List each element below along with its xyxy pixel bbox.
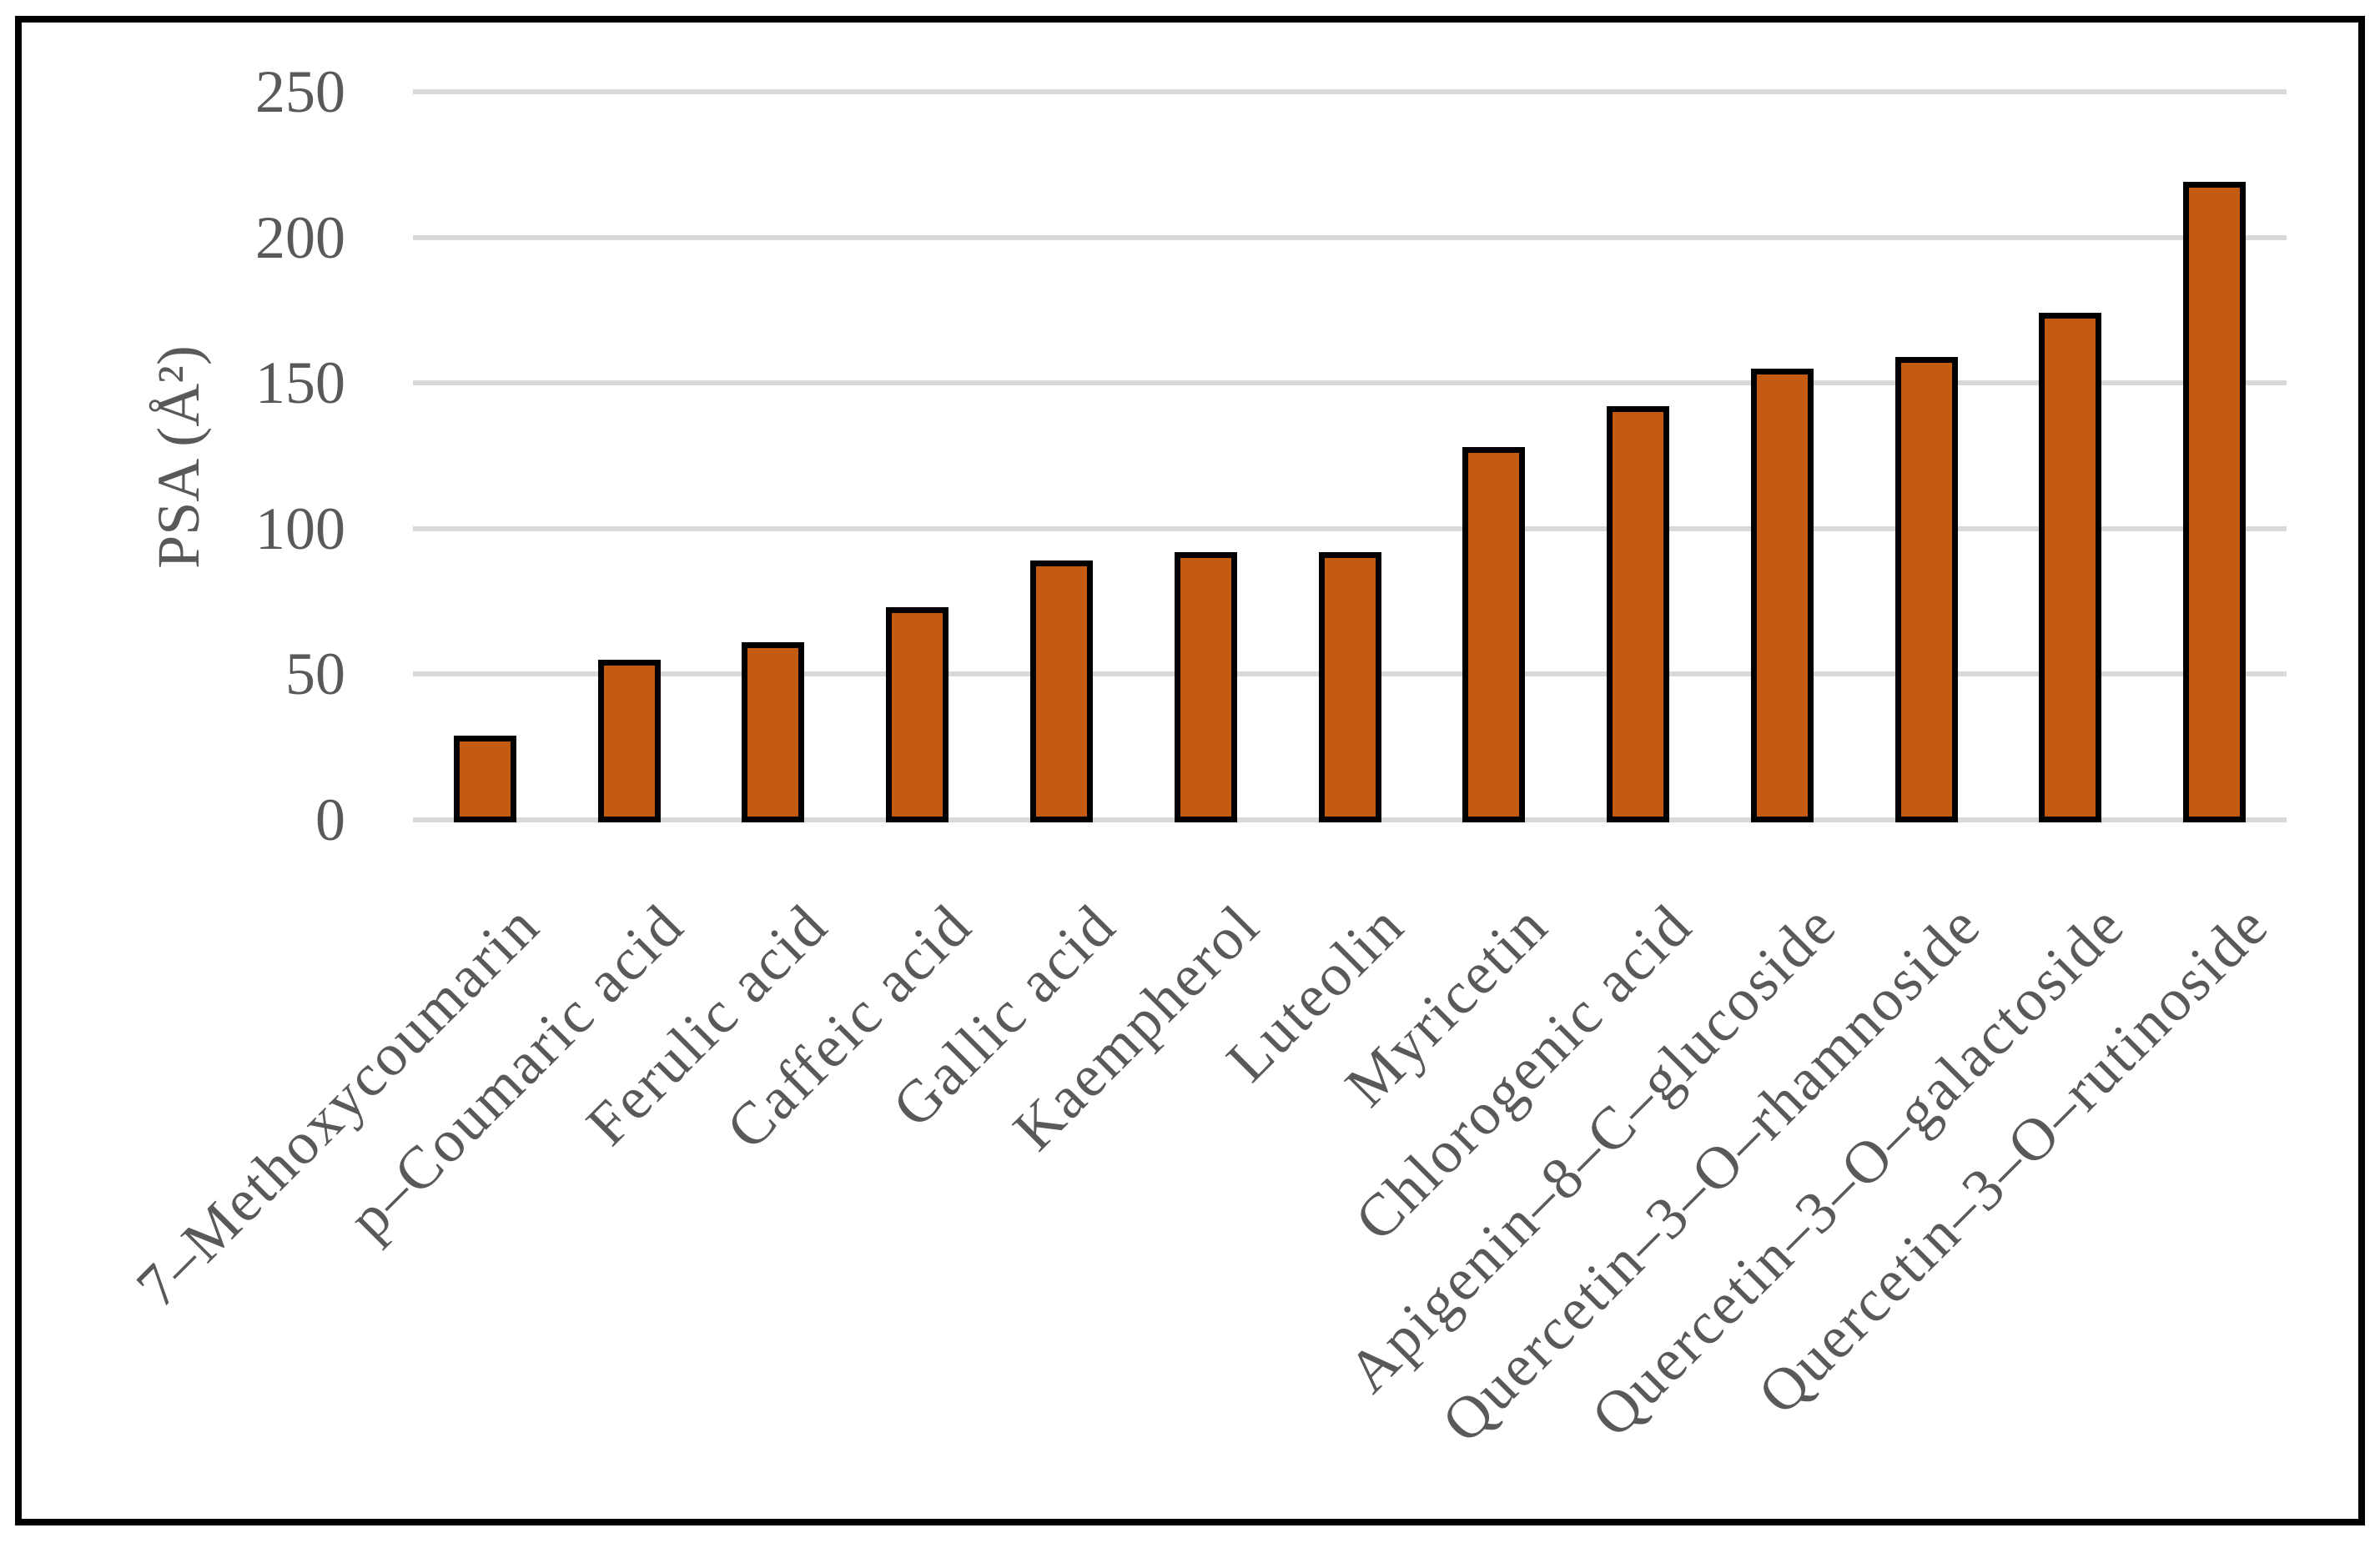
- y-axis-tick-label: 100: [255, 495, 345, 562]
- chart-outer-frame: [15, 16, 2365, 1525]
- bar: [453, 735, 516, 823]
- bar: [742, 641, 805, 823]
- y-axis-tick-label: 250: [255, 58, 345, 125]
- y-axis-title: PSA (Å²): [145, 345, 212, 569]
- gridline: [413, 89, 2287, 94]
- gridline: [413, 525, 2287, 531]
- bar: [1318, 551, 1381, 823]
- y-axis-tick-label: 200: [255, 204, 345, 271]
- y-axis-tick-label: 50: [285, 641, 345, 708]
- bar: [1607, 406, 1670, 823]
- y-axis-tick-label: 0: [315, 787, 345, 853]
- bar: [1029, 560, 1093, 823]
- bar: [597, 659, 661, 823]
- bar: [1894, 356, 1958, 823]
- gridline: [413, 234, 2287, 240]
- bar: [2183, 182, 2247, 823]
- bar: [2039, 313, 2102, 823]
- bar: [886, 607, 949, 823]
- gridline: [413, 380, 2287, 386]
- bar: [1462, 447, 1526, 823]
- bar: [1750, 368, 1814, 823]
- bar: [1174, 551, 1237, 823]
- y-axis-tick-label: 150: [255, 349, 345, 417]
